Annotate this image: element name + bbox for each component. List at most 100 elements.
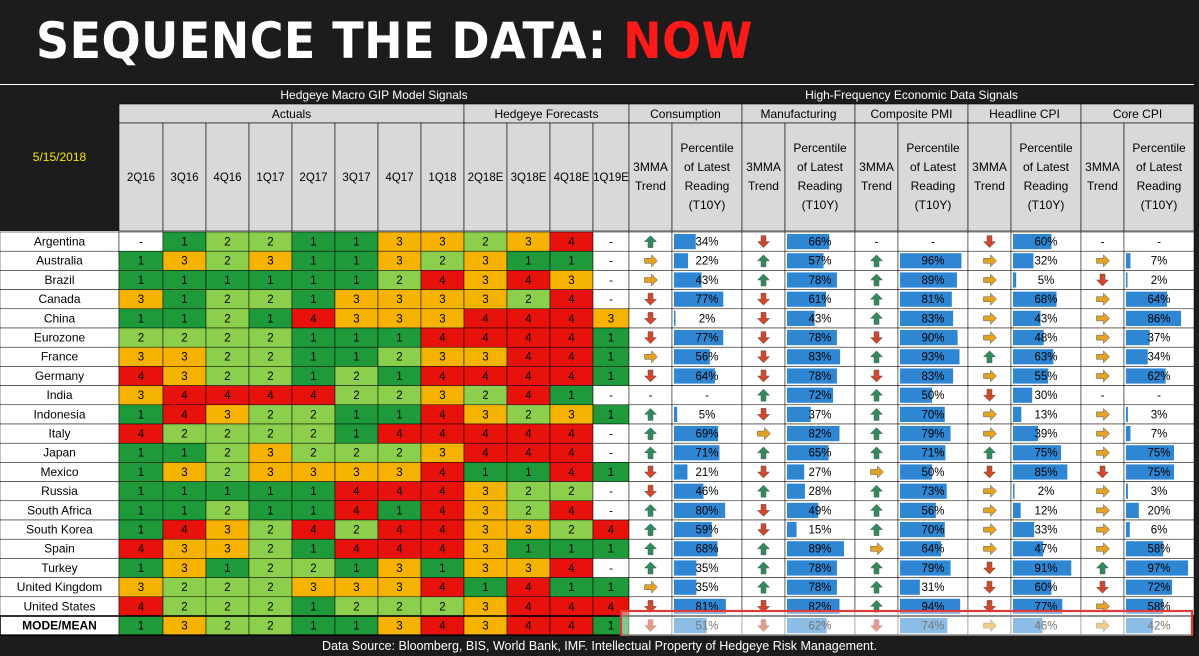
percentile-value: 2% (1038, 486, 1055, 498)
country-name: Spain (44, 542, 75, 556)
gip-value: - (609, 563, 613, 575)
gip-value: 1 (310, 371, 316, 383)
country-name: Australia (36, 254, 83, 268)
percentile-bar (1013, 387, 1033, 403)
gip-value: 2 (310, 409, 316, 421)
percentile-value: 43% (695, 275, 718, 287)
percentile-bar (787, 483, 805, 499)
gip-value: 2 (310, 448, 316, 460)
trend-up-arrow (643, 408, 658, 421)
country-name: Indonesia (33, 407, 85, 421)
country-name: Germany (35, 369, 84, 383)
forecasts-header: Hedgeye Forecasts (494, 107, 598, 121)
pct-dash: - (1157, 390, 1161, 402)
gip-value: 3 (482, 409, 488, 421)
percentile-bar (787, 560, 837, 576)
trend-flat-arrow (644, 273, 658, 287)
title-main: SEQUENCE THE DATA: (36, 12, 607, 70)
quarter-label: 3Q16 (170, 172, 198, 184)
percentile-bar (1126, 272, 1128, 288)
percentile-value: 74% (921, 621, 944, 633)
pct-header-label: Reading (1137, 179, 1182, 193)
trend-dash: - (1101, 390, 1105, 402)
gip-value: 3 (525, 237, 531, 249)
gip-value: 2 (224, 352, 230, 364)
gip-value: 1 (224, 486, 230, 498)
gip-value: 2 (482, 237, 488, 249)
percentile-bar (674, 272, 702, 288)
percentile-bar (1013, 310, 1041, 326)
gip-value: 1 (353, 237, 359, 249)
percentile-bar (1126, 426, 1131, 442)
trend-down-arrow (643, 369, 658, 383)
gip-value: 2 (267, 563, 273, 575)
percentile-bar (787, 272, 837, 288)
quarter-header-bg (592, 122, 630, 232)
gip-value: 3 (482, 294, 488, 306)
trend-up-arrow (869, 580, 884, 594)
gip-value: 4 (439, 371, 446, 383)
gip-value: 1 (310, 237, 316, 249)
trend-flat-arrow (1096, 254, 1110, 268)
gip-value: 2 (396, 352, 402, 364)
gip-value: 3 (181, 467, 187, 479)
gip-value: 1 (138, 448, 144, 460)
gip-value: 3 (353, 467, 359, 479)
gip-value: 1 (396, 371, 402, 383)
percentile-bar (1126, 368, 1166, 384)
gip-value: 3 (396, 294, 402, 306)
trend-flat-arrow (983, 542, 997, 556)
gip-value: 2 (568, 486, 574, 498)
percentile-value: 7% (1151, 429, 1168, 441)
gip-value: 4 (224, 390, 231, 402)
percentile-value: 78% (808, 275, 831, 287)
percentile-bar (674, 502, 726, 518)
percentile-bar (674, 483, 704, 499)
percentile-value: 85% (1034, 467, 1057, 479)
gip-value: 4 (568, 294, 575, 306)
percentile-value: 68% (1034, 294, 1057, 306)
gip-value: 4 (525, 429, 532, 441)
pct-header-label: (T10Y) (689, 198, 726, 212)
category-header: Consumption (650, 107, 721, 121)
percentile-bar (787, 541, 844, 557)
trend-flat-arrow (983, 522, 997, 537)
percentile-value: 50% (921, 390, 944, 402)
percentile-value: 7% (1151, 256, 1168, 268)
gip-value: - (609, 429, 613, 441)
country-name: China (44, 311, 76, 325)
quarter-label: 3Q18E (511, 172, 547, 184)
gip-value: 4 (568, 313, 575, 325)
country-name: Mexico (40, 465, 78, 479)
percentile-bar (900, 560, 951, 576)
gip-value: 2 (181, 333, 187, 345)
percentile-bar (787, 502, 819, 518)
percentile-bar (900, 445, 946, 461)
gip-value: 2 (267, 621, 273, 633)
gip-value: 1 (353, 409, 359, 421)
trend-up-arrow (756, 273, 771, 287)
gip-value: 4 (525, 448, 532, 460)
trend-header-label: Trend (861, 179, 892, 193)
gip-value: 2 (138, 333, 144, 345)
gip-value: 1 (224, 563, 230, 575)
percentile-bar (1013, 560, 1072, 576)
percentile-bar (900, 310, 954, 326)
gip-value: 3 (568, 409, 574, 421)
gip-value: 1 (439, 563, 445, 575)
gip-value: 3 (224, 525, 230, 537)
percentile-bar (900, 330, 958, 346)
percentile-value: 64% (921, 544, 944, 556)
trend-flat-arrow (983, 426, 997, 441)
gip-value: 3 (439, 448, 445, 460)
percentile-value: 90% (921, 333, 944, 345)
percentile-value: 60% (1034, 237, 1057, 249)
trend-down-arrow (643, 619, 658, 632)
percentile-value: 20% (1147, 505, 1170, 517)
gip-value: 2 (224, 505, 230, 517)
trend-down-arrow (756, 600, 771, 613)
trend-down-arrow (1095, 580, 1110, 594)
trend-up-arrow (869, 427, 884, 440)
percentile-bar (1013, 406, 1022, 422)
gip-value: 1 (353, 621, 359, 633)
